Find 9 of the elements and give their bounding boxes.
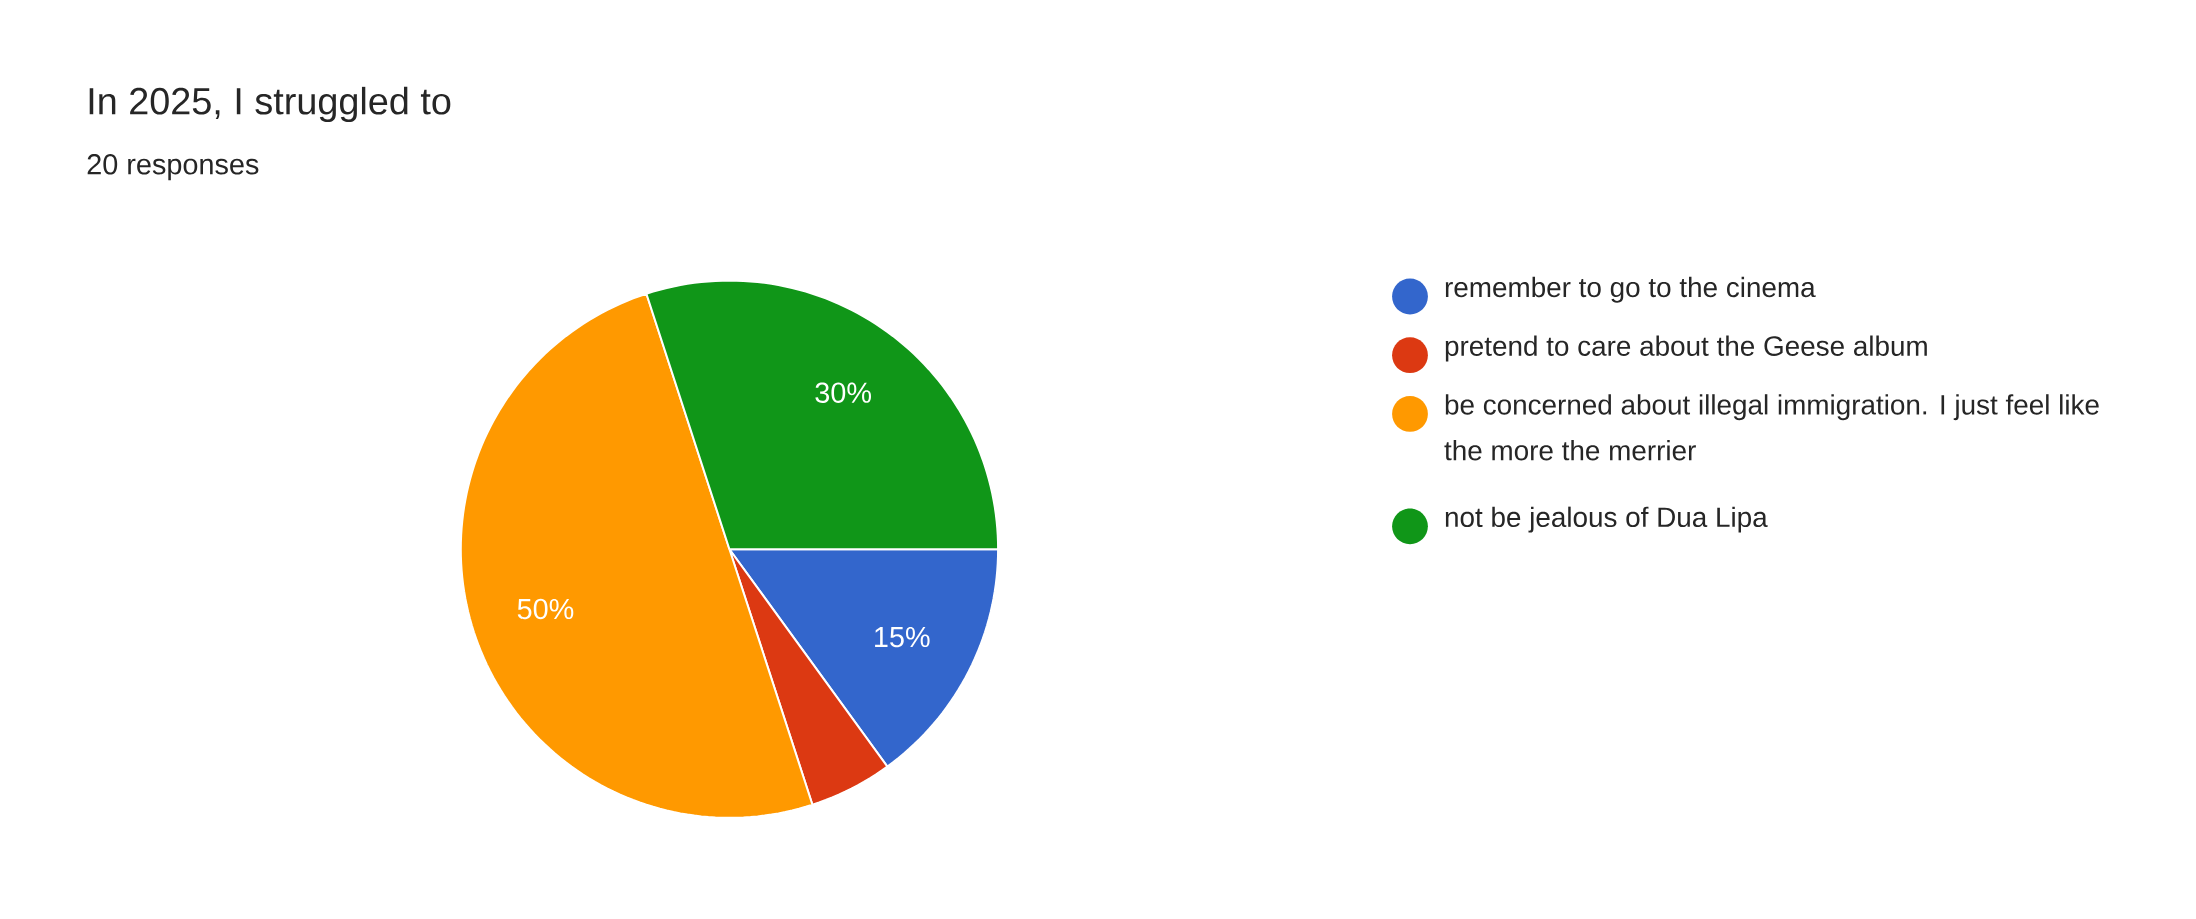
legend-label: remember to go to the cinema	[1445, 276, 1816, 303]
legend-label: be concerned about illegal immigration. I just feel like the more the merrier	[1444, 394, 2099, 461]
legend-label: not be jealous of Dua Lipa	[1445, 506, 1768, 533]
data-label: 30%	[815, 382, 871, 403]
text: 20 responses	[87, 153, 259, 181]
legend-label: pretend to care about the Geese album	[1445, 335, 1927, 362]
chart-title: In 2025, I struggled to	[89, 86, 451, 122]
data-label: 50%	[517, 598, 574, 620]
data-label: 15%	[875, 626, 930, 648]
